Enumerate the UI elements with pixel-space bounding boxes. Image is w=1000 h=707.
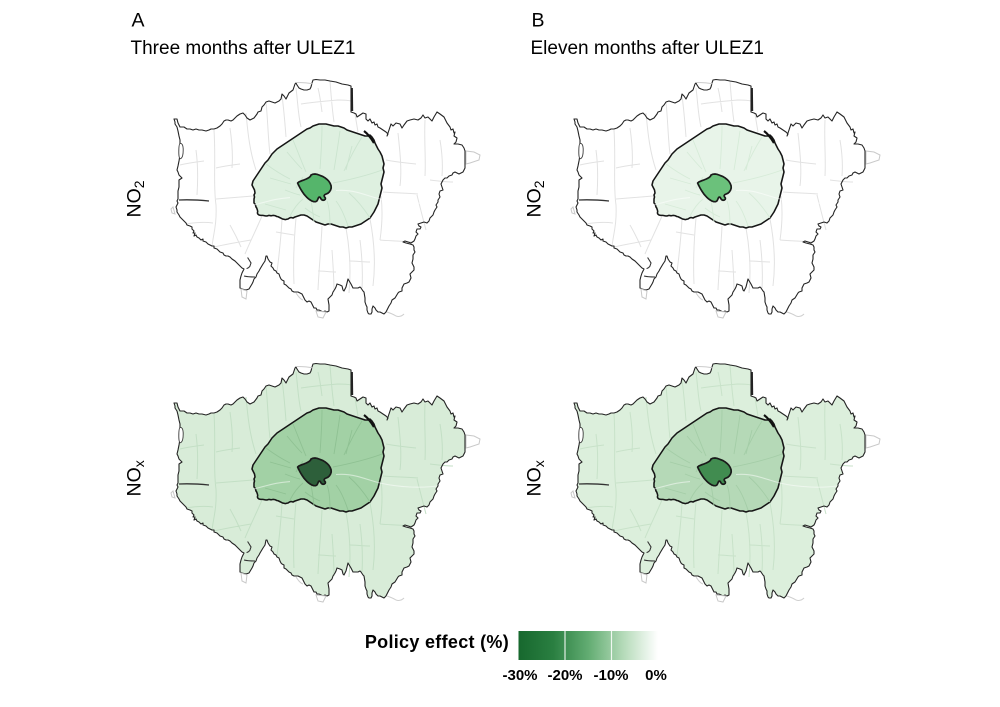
svg-text:B: B [532, 10, 545, 32]
svg-text:-20%: -20% [547, 667, 582, 684]
svg-text:NO2: NO2 [124, 180, 148, 217]
svg-text:Eleven months after ULEZ1: Eleven months after ULEZ1 [531, 38, 764, 59]
svg-text:Policy effect (%): Policy effect (%) [365, 632, 509, 652]
svg-text:Three months after ULEZ1: Three months after ULEZ1 [131, 38, 356, 59]
svg-text:-10%: -10% [593, 667, 628, 684]
svg-text:-30%: -30% [502, 667, 537, 684]
svg-text:A: A [132, 10, 145, 32]
svg-text:NOx: NOx [124, 460, 148, 496]
svg-text:NOx: NOx [524, 460, 548, 496]
svg-text:NO2: NO2 [524, 180, 548, 217]
svg-text:0%: 0% [645, 667, 667, 684]
